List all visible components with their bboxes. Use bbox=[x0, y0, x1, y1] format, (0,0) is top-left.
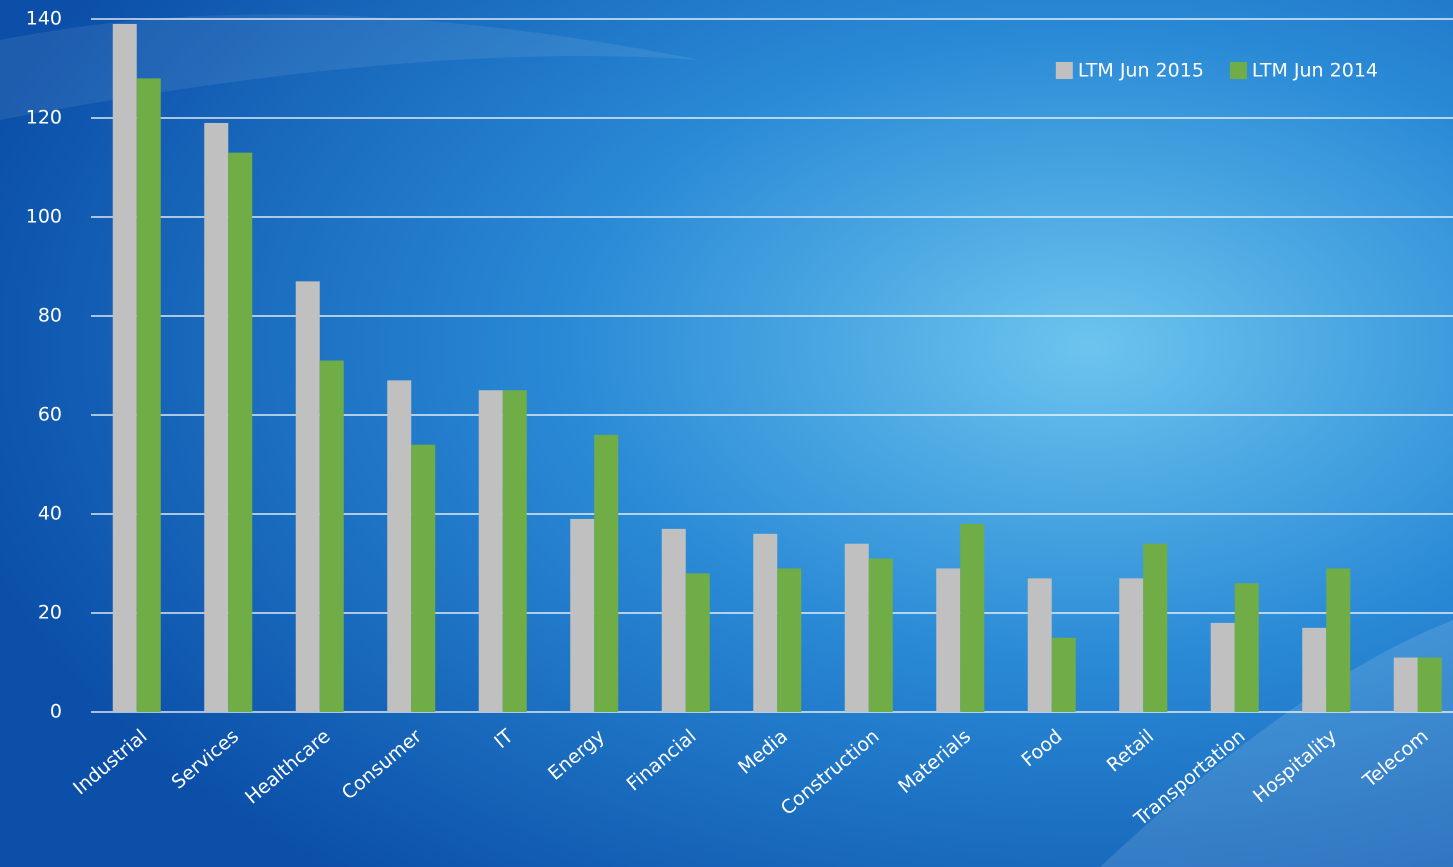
bar bbox=[1210, 622, 1235, 712]
bar bbox=[936, 568, 961, 712]
bar bbox=[204, 122, 229, 712]
bar bbox=[685, 573, 710, 712]
bar bbox=[1119, 578, 1144, 712]
bar bbox=[594, 434, 619, 712]
decoration bbox=[0, 14, 700, 120]
bar bbox=[777, 568, 802, 712]
bar bbox=[136, 78, 161, 712]
legend-swatch bbox=[1055, 62, 1073, 79]
y-tick-label: 20 bbox=[38, 602, 62, 624]
bar bbox=[478, 390, 503, 712]
bar bbox=[295, 281, 320, 712]
bar bbox=[1393, 657, 1418, 712]
y-tick-label: 0 bbox=[50, 701, 62, 723]
bar bbox=[661, 528, 686, 712]
y-tick-label: 60 bbox=[38, 404, 62, 426]
bar bbox=[502, 390, 527, 712]
decoration bbox=[1100, 620, 1453, 867]
legend-label: LTM Jun 2014 bbox=[1252, 60, 1378, 82]
bar bbox=[387, 380, 412, 712]
bar bbox=[570, 518, 595, 712]
bar bbox=[228, 152, 253, 712]
bar bbox=[1417, 657, 1442, 712]
bar bbox=[1051, 637, 1076, 712]
bar bbox=[844, 543, 869, 712]
bar bbox=[112, 23, 137, 712]
bar bbox=[411, 444, 436, 712]
bar bbox=[960, 523, 985, 712]
y-tick-label: 80 bbox=[38, 305, 62, 327]
y-tick-label: 100 bbox=[26, 206, 62, 228]
legend-label: LTM Jun 2015 bbox=[1078, 60, 1204, 82]
bar bbox=[319, 360, 344, 712]
bar bbox=[1234, 583, 1259, 712]
bar bbox=[1027, 578, 1052, 712]
bar bbox=[868, 558, 893, 712]
y-tick-label: 140 bbox=[26, 8, 62, 30]
bar bbox=[1302, 627, 1327, 712]
legend-swatch bbox=[1229, 62, 1247, 79]
y-tick-label: 120 bbox=[26, 107, 62, 129]
bar bbox=[1326, 568, 1351, 712]
y-tick-label: 40 bbox=[38, 503, 62, 525]
bar bbox=[1143, 543, 1168, 712]
bar bbox=[753, 533, 778, 712]
